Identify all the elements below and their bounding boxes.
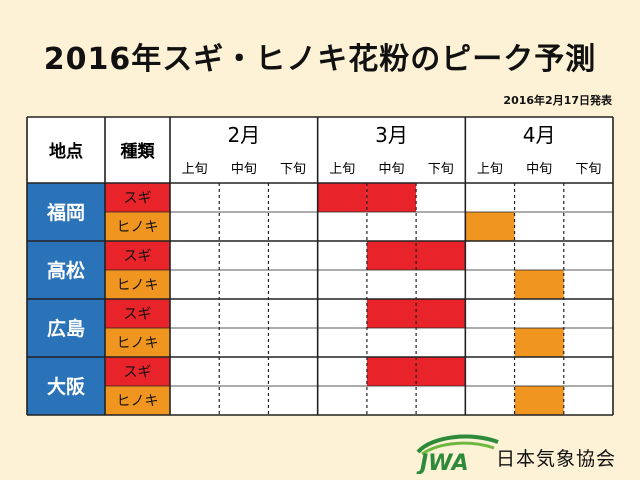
period-label: 上旬 xyxy=(182,162,208,177)
peak-bar-hinoki xyxy=(514,386,564,415)
peak-bar-hinoki xyxy=(465,212,515,241)
type-cell-hinoki xyxy=(105,328,170,357)
type-cell-sugi xyxy=(105,357,170,386)
logo-mark: JWA xyxy=(416,451,469,474)
city-label: 高松 xyxy=(47,259,85,282)
page-title: 2016年スギ・ヒノキ花粉のピーク予測 xyxy=(43,42,597,77)
type-label: ヒノキ xyxy=(117,220,159,236)
peak-bar-hinoki xyxy=(514,328,564,357)
peak-bar-sugi xyxy=(317,183,367,212)
period-label: 中旬 xyxy=(526,162,552,177)
period-label: 下旬 xyxy=(428,162,454,177)
period-label: 下旬 xyxy=(280,162,306,177)
city-cell xyxy=(27,183,105,241)
type-cell-hinoki xyxy=(105,386,170,415)
peak-bar-hinoki xyxy=(514,270,564,299)
month-label: 4月 xyxy=(523,123,556,147)
header-location: 地点 xyxy=(49,141,83,162)
period-label: 上旬 xyxy=(329,162,355,177)
type-cell-sugi xyxy=(105,299,170,328)
type-label: スギ xyxy=(124,191,152,207)
month-label: 2月 xyxy=(227,123,260,147)
city-label: 広島 xyxy=(47,317,85,340)
logo-text: 日本気象協会 xyxy=(496,448,617,470)
type-label: スギ xyxy=(124,249,152,265)
period-label: 下旬 xyxy=(575,162,601,177)
type-label: ヒノキ xyxy=(117,278,159,294)
type-label: ヒノキ xyxy=(117,394,159,410)
city-cell xyxy=(27,299,105,357)
type-cell-hinoki xyxy=(105,212,170,241)
city-cell xyxy=(27,241,105,299)
month-label: 3月 xyxy=(375,123,408,147)
header-kind: 種類 xyxy=(121,141,156,162)
type-label: スギ xyxy=(124,365,152,381)
period-label: 中旬 xyxy=(231,162,257,177)
period-label: 上旬 xyxy=(477,162,503,177)
type-label: ヒノキ xyxy=(117,336,159,352)
peak-bar-sugi xyxy=(366,183,417,212)
city-cell xyxy=(27,357,105,415)
type-label: スギ xyxy=(124,307,152,323)
period-label: 中旬 xyxy=(378,162,404,177)
jwa-logo-icon: JWA xyxy=(416,434,499,474)
type-cell-sugi xyxy=(105,241,170,270)
city-label: 大阪 xyxy=(47,375,86,398)
announcement-date: 2016年2月17日発表 xyxy=(503,94,612,107)
type-cell-hinoki xyxy=(105,270,170,299)
type-cell-sugi xyxy=(105,183,170,212)
city-label: 福岡 xyxy=(46,201,85,224)
